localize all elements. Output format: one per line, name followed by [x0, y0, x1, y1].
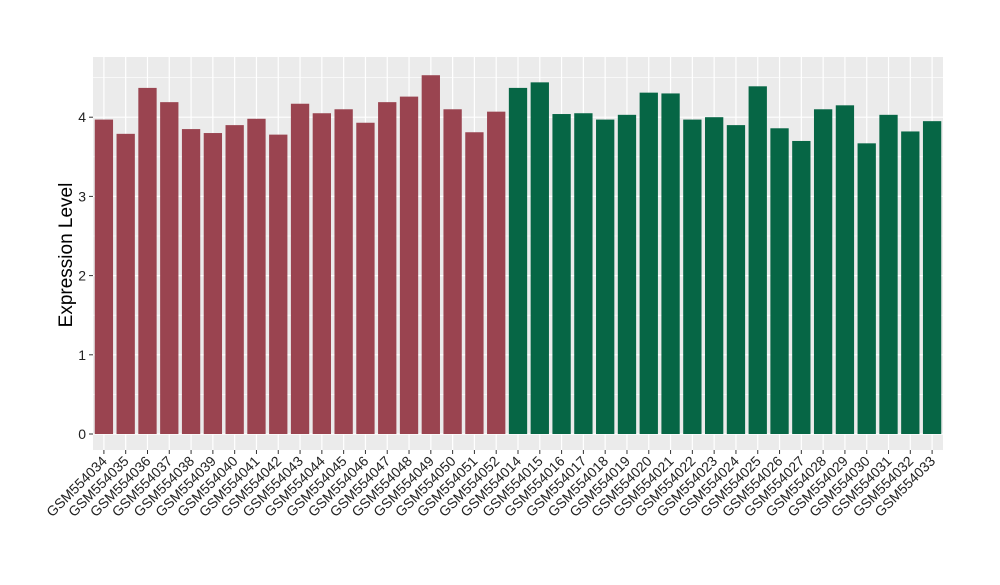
bar-GSM554028: [813, 109, 833, 434]
bar-GSM554052: [487, 111, 506, 434]
bar-GSM554047: [378, 102, 397, 434]
bar-GSM554034: [94, 119, 114, 435]
bar-GSM554043: [290, 103, 310, 435]
bar-GSM554021: [661, 93, 680, 434]
bar-GSM554045: [334, 109, 353, 434]
bar-GSM554023: [705, 117, 724, 434]
y-tick-label: 1: [78, 347, 86, 363]
bar-GSM554038: [181, 129, 201, 434]
bar-GSM554032: [901, 131, 920, 434]
bar-GSM554049: [421, 75, 440, 434]
bar-GSM554048: [399, 96, 419, 434]
bar-GSM554030: [857, 143, 876, 434]
bar-GSM554018: [596, 119, 615, 435]
bars: [94, 75, 942, 435]
bar-GSM554027: [792, 140, 811, 434]
bar-GSM554015: [530, 82, 549, 435]
bar-GSM554024: [726, 125, 746, 435]
bar-GSM554022: [683, 119, 702, 435]
bar-GSM554044: [312, 113, 331, 435]
bar-GSM554019: [617, 114, 637, 434]
bar-GSM554051: [465, 132, 484, 435]
y-tick-label: 3: [78, 188, 86, 204]
bar-GSM554035: [116, 133, 135, 434]
bar-GSM554014: [508, 87, 528, 434]
bar-GSM554025: [748, 86, 767, 434]
bar-GSM554046: [356, 122, 375, 434]
bar-GSM554029: [835, 105, 855, 434]
bar-GSM554040: [225, 125, 244, 435]
bar-GSM554037: [160, 102, 179, 434]
bar-GSM554039: [203, 133, 223, 435]
x-axis: GSM554034GSM554035GSM554036GSM554037GSM5…: [43, 450, 938, 520]
bar-GSM554041: [247, 118, 266, 434]
y-tick-label: 4: [78, 109, 86, 125]
bar-GSM554016: [552, 114, 571, 435]
bar-GSM554033: [922, 121, 942, 434]
bar-GSM554036: [138, 87, 157, 434]
y-axis: 0 1 2 3 4: [78, 109, 93, 442]
bar-GSM554031: [879, 114, 898, 434]
y-axis-label: Expression Level: [56, 183, 77, 328]
bar-GSM554020: [639, 92, 658, 434]
bar-GSM554017: [574, 113, 593, 435]
bar-GSM554050: [443, 109, 462, 434]
y-tick-label: 2: [78, 268, 86, 284]
bar-GSM554026: [770, 128, 789, 434]
y-tick-label: 0: [78, 426, 86, 442]
bar-GSM554042: [269, 134, 288, 434]
